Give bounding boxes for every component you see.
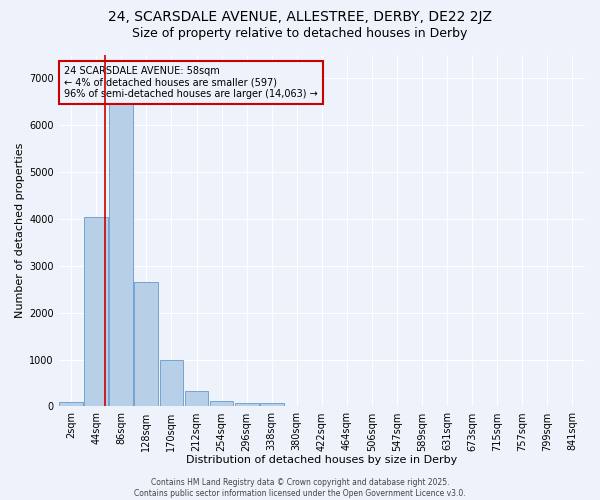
Y-axis label: Number of detached properties: Number of detached properties bbox=[15, 143, 25, 318]
Text: 24, SCARSDALE AVENUE, ALLESTREE, DERBY, DE22 2JZ: 24, SCARSDALE AVENUE, ALLESTREE, DERBY, … bbox=[108, 10, 492, 24]
Bar bbox=[160, 360, 184, 406]
Bar bbox=[59, 402, 83, 406]
Bar bbox=[109, 96, 133, 406]
Bar bbox=[235, 403, 259, 406]
Bar bbox=[134, 282, 158, 406]
Text: Contains HM Land Registry data © Crown copyright and database right 2025.
Contai: Contains HM Land Registry data © Crown c… bbox=[134, 478, 466, 498]
Bar bbox=[260, 403, 284, 406]
Text: 24 SCARSDALE AVENUE: 58sqm
← 4% of detached houses are smaller (597)
96% of semi: 24 SCARSDALE AVENUE: 58sqm ← 4% of detac… bbox=[64, 66, 317, 98]
Bar bbox=[85, 216, 108, 406]
X-axis label: Distribution of detached houses by size in Derby: Distribution of detached houses by size … bbox=[186, 455, 457, 465]
Text: Size of property relative to detached houses in Derby: Size of property relative to detached ho… bbox=[133, 28, 467, 40]
Bar bbox=[209, 401, 233, 406]
Bar bbox=[185, 392, 208, 406]
